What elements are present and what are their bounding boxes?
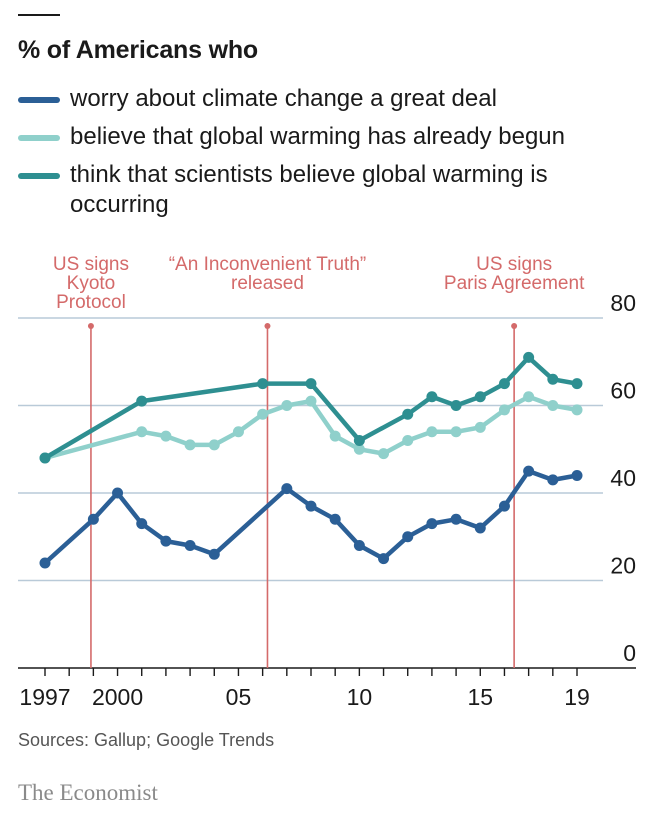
legend-swatch-worry	[18, 97, 60, 103]
annotation-label-2-0: US signs	[476, 254, 552, 275]
legend: worry about climate change a great deal …	[18, 84, 658, 228]
data-point-scientists-2013	[426, 391, 438, 403]
y-tick-label-80: 80	[610, 290, 636, 316]
x-tick-label-15: 15	[467, 684, 493, 710]
data-point-worry-2004	[208, 548, 220, 560]
annotation-label-0-1: Kyoto	[67, 273, 116, 294]
data-point-worry-2014	[450, 513, 462, 525]
data-point-worry-2019	[571, 470, 583, 481]
data-point-worry-2012	[402, 531, 414, 543]
data-point-worry-2011	[378, 553, 390, 565]
data-point-scientists-2001	[136, 395, 148, 407]
y-tick-label-20: 20	[610, 553, 636, 579]
legend-label-scientists: think that scientists believe global war…	[70, 161, 548, 218]
legend-label-believe: believe that global warming has already …	[70, 123, 565, 150]
y-tick-label-0: 0	[623, 640, 636, 666]
legend-label-worry: worry about climate change a great deal	[70, 85, 497, 112]
top-rule	[18, 14, 60, 16]
legend-item-scientists: think that scientists believe global war…	[18, 160, 658, 220]
data-point-believe-2017	[523, 391, 535, 403]
data-point-believe-2008	[305, 395, 317, 407]
annotation-dot-1	[264, 323, 271, 329]
brand-logo: The Economist	[18, 780, 158, 805]
series-line-scientists	[42, 355, 580, 461]
data-point-worry-1999	[87, 513, 99, 525]
data-point-believe-2013	[426, 426, 438, 438]
annotation-label-2-1: Paris Agreement	[444, 273, 585, 294]
data-point-worry-2001	[136, 518, 148, 530]
data-point-worry-2018	[547, 474, 559, 486]
source-note: Sources: Gallup; Google Trends	[18, 730, 275, 750]
legend-swatch-believe	[18, 135, 60, 141]
data-point-believe-2002	[160, 430, 172, 442]
data-point-worry-2010	[353, 540, 365, 551]
data-point-scientists-2010	[353, 435, 365, 446]
data-point-believe-2004	[208, 439, 220, 451]
data-point-believe-2016	[498, 404, 510, 416]
annotation-label-0-0: US signs	[53, 254, 129, 275]
data-point-scientists-2006	[257, 378, 269, 390]
annotation-label-0-2: Protocol	[56, 292, 126, 313]
annotation-dot-0	[87, 323, 94, 329]
annotation-label-1-1: released	[231, 273, 304, 294]
data-point-believe-2010	[353, 443, 365, 455]
data-point-worry-2016	[498, 500, 510, 512]
x-tick-label-10: 10	[347, 684, 373, 710]
data-point-worry-2009	[329, 513, 341, 525]
annotation-dot-2	[511, 323, 518, 329]
data-point-believe-2007	[281, 400, 293, 411]
data-point-believe-2001	[136, 426, 148, 438]
x-tick-label-2000: 2000	[92, 684, 143, 710]
data-point-worry-2015	[474, 522, 486, 534]
legend-item-believe: believe that global warming has already …	[18, 122, 658, 152]
data-point-worry-2007	[281, 483, 293, 495]
data-point-believe-2011	[378, 448, 390, 460]
chart-title: % of Americans who	[18, 36, 258, 64]
x-tick-label-05: 05	[226, 684, 252, 710]
data-point-believe-2018	[547, 400, 559, 411]
data-point-believe-2012	[402, 435, 414, 446]
data-point-worry-2017	[523, 465, 535, 477]
data-point-believe-2003	[184, 439, 196, 451]
data-point-worry-2003	[184, 540, 196, 551]
x-tick-label-1997: 1997	[19, 684, 70, 710]
y-tick-label-40: 40	[610, 465, 636, 491]
data-point-worry-2002	[160, 535, 172, 547]
data-point-scientists-2014	[450, 400, 462, 411]
annotation-label-1-0: “An Inconvenient Truth”	[169, 254, 367, 275]
legend-swatch-scientists	[18, 173, 60, 179]
data-point-scientists-2019	[571, 378, 583, 390]
data-point-believe-2005	[232, 426, 244, 438]
y-tick-label-60: 60	[610, 378, 636, 404]
data-point-believe-2019	[571, 404, 583, 416]
data-point-worry-2008	[305, 500, 317, 512]
data-point-worry-2000	[112, 487, 124, 499]
data-point-scientists-1997	[39, 452, 51, 464]
data-point-believe-2014	[450, 426, 462, 438]
data-point-believe-2009	[329, 430, 341, 442]
data-point-scientists-2015	[474, 391, 486, 403]
data-point-scientists-2016	[498, 378, 510, 390]
data-point-scientists-2012	[402, 408, 414, 420]
x-tick-label-19: 19	[564, 684, 590, 710]
data-point-believe-2015	[474, 421, 486, 433]
legend-item-worry: worry about climate change a great deal	[18, 84, 658, 114]
series-line-worry	[42, 468, 580, 566]
data-point-worry-2013	[426, 518, 438, 530]
data-point-scientists-2017	[523, 351, 535, 363]
data-point-believe-2006	[257, 408, 269, 420]
data-point-worry-1997	[39, 557, 51, 569]
data-point-scientists-2018	[547, 373, 559, 385]
data-point-scientists-2008	[305, 378, 317, 390]
